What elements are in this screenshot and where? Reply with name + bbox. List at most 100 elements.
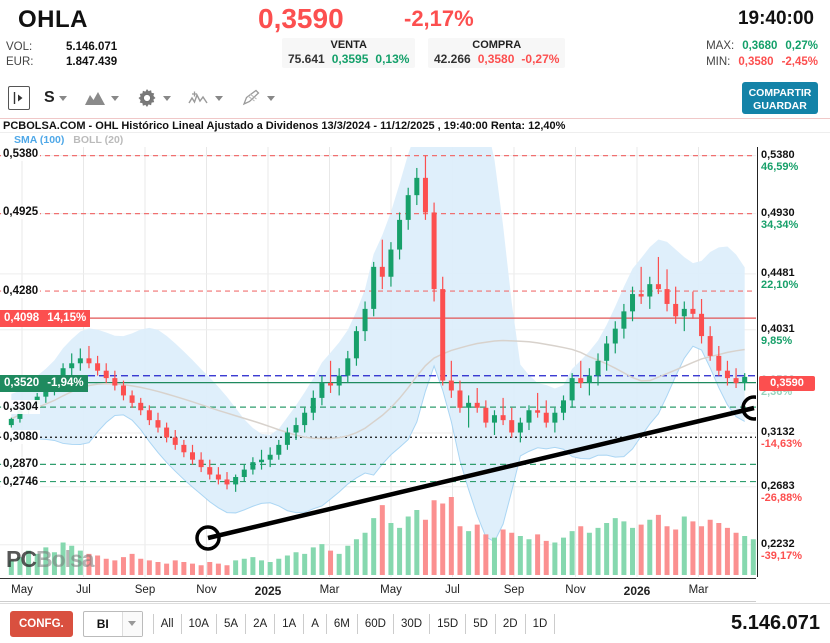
change-percent: -2,17% (404, 6, 474, 31)
min-label: MIN: (706, 56, 731, 68)
min-value: 0,3580 (738, 56, 774, 68)
price-tick-pct: 22,10% (761, 278, 799, 291)
buy-qty: 42.266 (434, 52, 471, 66)
current-price-badge: 0,3590 (759, 375, 815, 391)
level-badge-support[interactable]: 0,3520 -1,94% (0, 374, 88, 392)
price-tick-pct: -26,88% (761, 491, 802, 504)
chevron-down-icon[interactable] (214, 95, 223, 101)
axis-label-left: 0,5380 (1, 147, 41, 162)
interval-value: BI (96, 616, 109, 631)
price-tick-pct: -14,63% (761, 437, 802, 450)
order-book-buy[interactable]: COMPRA 42.266 0,3580 -0,27% (428, 38, 566, 68)
buy-title: COMPRA (472, 39, 522, 51)
timeframe-15d[interactable]: 15D (430, 613, 467, 634)
gear-icon (133, 85, 161, 111)
chevron-down-icon[interactable] (110, 95, 119, 101)
chevron-down-icon[interactable] (58, 95, 67, 101)
chevron-down-icon[interactable] (162, 95, 171, 101)
axis-label-left: 0,4280 (1, 284, 41, 299)
level-price: 0,3520 (4, 376, 40, 389)
time-axis-label: 2026 (623, 584, 651, 598)
draw-tool[interactable] (237, 85, 285, 111)
day-range: MAX: 0,3680 0,27% MIN: 0,3580 -2,45% (706, 38, 818, 70)
price-tick-value: 0,4031 (761, 322, 795, 335)
eur-label: EUR: (6, 56, 34, 68)
share-label-line2: GUARDAR (753, 99, 807, 112)
sell-price: 0,3595 (331, 52, 369, 66)
level-pct: -1,94% (47, 376, 84, 389)
price-tick-value: 0,4930 (761, 206, 795, 219)
area-chart-icon (81, 85, 109, 111)
chart-title: PCBOLSA.COM - OHL Histórico Lineal Ajust… (0, 118, 830, 133)
quote-header: OHLA 0,3590 -2,17% 19:40:00 VOL: 5.146.07… (0, 0, 830, 78)
min-pct: -2,45% (781, 56, 818, 68)
volume-label: VOL: (6, 41, 33, 53)
price-axis-right[interactable]: 0,5380 46,59% 0,4930 34,34% 0,4481 22,10% 0,40… (757, 147, 830, 577)
chart-plot[interactable]: PCBolsa 0,5380 0,4925 0,4280 0,3304 0,3080 0,… (0, 147, 756, 577)
chart-style-tool[interactable]: S (42, 89, 77, 107)
time-axis-label: Jul (445, 584, 460, 596)
share-save-button[interactable]: COMPARTIR GUARDAR (742, 82, 818, 114)
market-clock: 19:40:00 (737, 8, 814, 29)
price-tick: 0,2683 -26,88% (761, 480, 802, 504)
price-tick: 0,4031 9,85% (761, 323, 795, 347)
timeframe-1d[interactable]: 1D (526, 613, 556, 634)
buy-price: 0,3580 (477, 52, 515, 66)
timeframe-2d[interactable]: 2D (496, 613, 526, 634)
timeframe-a[interactable]: A (304, 613, 327, 634)
timeframe-1a[interactable]: 1A (275, 613, 305, 634)
price-tick: 0,4481 22,10% (761, 267, 798, 291)
price-tick: 0,4930 34,34% (761, 207, 798, 231)
level-pct: 14,15% (47, 312, 87, 325)
time-axis[interactable]: May Jul Sep Nov 2025 Mar May Jul Sep Nov 2026 Mar (0, 578, 756, 602)
time-axis-label: Mar (688, 584, 709, 596)
max-label: MAX: (706, 40, 735, 52)
max-pct: 0,27% (785, 40, 818, 52)
price-tick-pct: 9,85% (761, 334, 793, 347)
chart-type-tool[interactable] (81, 85, 129, 111)
chevron-down-icon[interactable] (121, 611, 142, 636)
volume-value: 5.146.071 (66, 41, 118, 53)
chart-canvas[interactable] (0, 147, 756, 577)
pencil-draw-icon (237, 85, 265, 111)
price-tick: 0,5380 46,59% (761, 149, 798, 173)
price-tick-pct: 46,59% (761, 160, 799, 173)
legend-boll[interactable]: BOLL (20) (73, 134, 124, 146)
price-tick-pct: -39,17% (761, 549, 802, 562)
price-tick: 0,2232 -39,17% (761, 538, 802, 562)
chart-area[interactable]: PCBolsa 0,5380 0,4925 0,4280 0,3304 0,3080 0,… (0, 147, 830, 577)
timeframe-5a[interactable]: 5A (217, 613, 247, 634)
sell-title: VENTA (330, 39, 367, 51)
ticker-symbol: OHLA (18, 6, 88, 33)
timeframe-10a[interactable]: 10A (182, 613, 217, 634)
time-axis-label: Sep (134, 584, 156, 596)
time-axis-label: Mar (319, 584, 340, 596)
legend-sma[interactable]: SMA (100) (14, 134, 65, 146)
timeframe-all[interactable]: All (152, 613, 182, 634)
price-tick-value: 0,5380 (761, 148, 795, 161)
last-price: 0,3590 (258, 3, 344, 34)
eur-value: 1.847.439 (66, 56, 118, 68)
interval-select[interactable]: BI (82, 610, 143, 637)
max-value: 0,3680 (742, 40, 778, 52)
timeframe-6m[interactable]: 6M (327, 613, 358, 634)
price-tick-value: 0,4481 (761, 266, 795, 279)
timeframe-60d[interactable]: 60D (358, 613, 394, 634)
order-book-sell[interactable]: VENTA 75.641 0,3595 0,13% (282, 38, 416, 68)
footer-volume: 5.146.071 (731, 612, 820, 634)
chevron-down-icon[interactable] (266, 95, 275, 101)
level-badge-resistance[interactable]: 0,4098 14,15% (0, 310, 91, 328)
timeframe-5d[interactable]: 5D (466, 613, 496, 634)
timeframe-30d[interactable]: 30D (394, 613, 431, 634)
price-tick-pct: 34,34% (761, 218, 799, 231)
panel-expand-icon[interactable] (8, 86, 30, 110)
config-button[interactable]: CONFG. (10, 610, 73, 637)
timeframe-2a[interactable]: 2A (246, 613, 276, 634)
time-axis-label: Jul (76, 584, 91, 596)
indicator-legend: SMA (100) BOLL (20) (0, 133, 830, 147)
add-indicator-tool[interactable] (185, 85, 233, 111)
timeframe-buttons[interactable]: All 10A 5A 2A 1A A 6M 60D 30D 15D 5D 2D 1D (152, 613, 556, 634)
chart-settings-tool[interactable] (133, 85, 181, 111)
sell-pct: 0,13% (375, 52, 410, 66)
